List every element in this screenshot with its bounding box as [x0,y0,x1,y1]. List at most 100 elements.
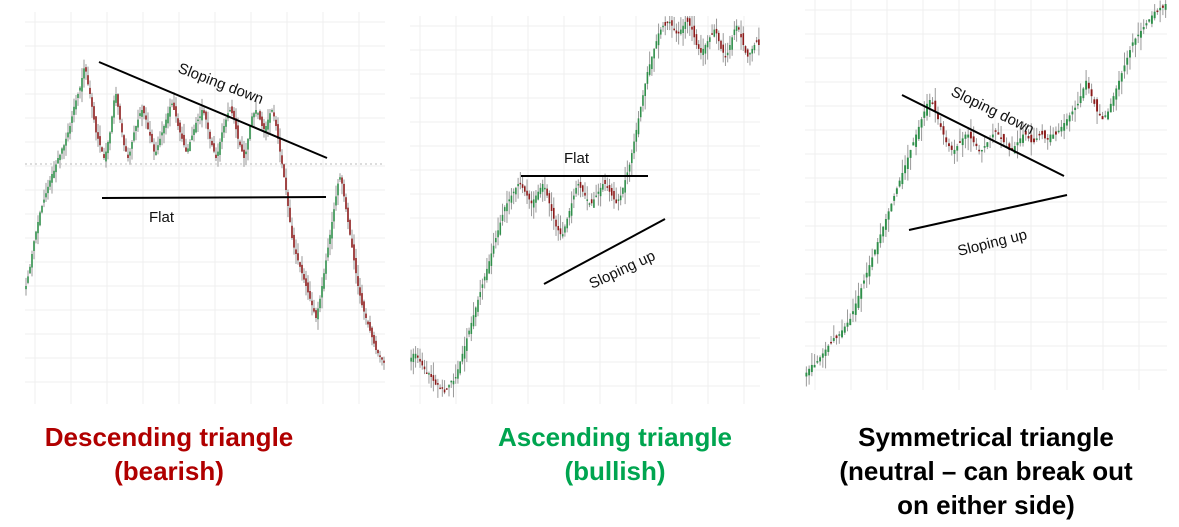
bullish-candle [821,353,824,358]
bullish-candle [187,148,189,152]
bullish-candle [472,315,475,327]
bullish-candle [1126,57,1129,65]
bearish-candle [673,28,675,31]
bearish-candle [179,122,181,133]
bearish-candle [1000,137,1003,139]
bullish-candle [873,249,876,255]
bullish-candle [904,165,907,174]
bearish-candle [530,200,533,204]
bullish-candle [461,353,464,362]
bullish-candle [726,52,729,56]
bullish-candle [253,113,255,118]
bullish-candle [702,48,704,56]
bearish-candle [1030,134,1033,143]
bullish-candle [1035,138,1038,140]
bullish-candle [457,369,459,379]
bearish-candle [151,133,153,142]
bullish-candle [619,195,622,201]
bullish-candle [249,126,251,140]
bullish-candle [223,126,225,133]
bullish-candle [201,110,203,121]
bullish-candle [269,113,271,123]
bullish-candle [335,196,337,206]
bullish-candle [915,134,918,147]
bullish-candle [47,186,49,194]
bearish-candle [939,123,942,127]
bullish-candle [163,126,165,134]
bullish-candle [1150,15,1153,24]
bullish-candle [953,149,956,154]
bullish-candle [477,299,479,312]
bullish-candle [137,119,139,128]
bullish-candle [961,138,964,146]
bullish-candle [532,199,535,208]
bearish-candle [341,177,343,184]
bullish-candle [71,116,73,123]
bullish-candle [339,177,341,180]
bearish-candle [972,136,975,143]
bearish-candle [103,154,105,158]
bullish-candle [819,357,822,362]
bullish-candle [599,187,602,197]
bearish-candle [369,322,371,331]
bearish-candle [1008,143,1011,150]
bullish-candle [1074,107,1077,111]
bearish-candle [363,301,365,312]
symmetrical-triangle-svg: Sloping down Sloping up [805,0,1167,390]
bullish-candle [983,146,986,148]
bullish-candle [1049,134,1052,143]
symmetrical-triangle-chart: Sloping down Sloping up [805,0,1167,390]
bullish-candle [59,154,61,161]
bullish-candle [624,180,626,193]
bullish-candle [838,334,841,336]
bullish-candle [1076,103,1079,106]
bullish-candle [1060,126,1063,132]
bearish-candle [675,30,678,34]
bullish-candle [684,21,687,29]
bullish-candle [622,187,624,194]
bearish-candle [557,225,560,231]
bullish-candle [1153,11,1156,19]
bullish-candle [824,349,827,356]
bearish-candle [379,355,381,357]
bullish-candle [325,260,327,274]
bullish-candle [450,380,453,383]
bullish-candle [1129,50,1131,58]
bearish-candle [203,110,205,114]
bearish-candle [744,46,747,53]
bearish-candle [85,67,87,72]
bearish-candle [958,141,961,143]
bearish-candle [445,388,448,390]
bullish-candle [229,110,231,112]
bearish-candle [1093,99,1096,104]
bullish-candle [217,151,219,157]
bullish-candle [452,380,455,385]
bearish-candle [969,131,972,139]
bullish-candle [1071,111,1074,115]
ascending-triangle-svg: Flat Sloping up [410,16,760,404]
bullish-candle [568,211,571,218]
bullish-candle [1065,119,1068,126]
bullish-candle [1145,23,1148,26]
bearish-candle [291,225,293,238]
bullish-candle [69,126,71,134]
bullish-candle [33,241,35,252]
bullish-candle [271,110,273,112]
bullish-candle [1013,146,1016,154]
bearish-candle [417,355,419,358]
bearish-candle [528,193,531,200]
bullish-candle [1142,27,1145,30]
bullish-candle [474,307,477,318]
bearish-candle [259,111,261,120]
bearish-candle [421,360,424,366]
bullish-candle [45,193,47,198]
sloping-up-trendline [908,194,1068,231]
bearish-candle [695,34,698,46]
bullish-candle [1159,7,1162,11]
bullish-candle [115,94,117,103]
bearish-candle [546,188,548,196]
bearish-candle [237,125,239,139]
caption-line-1: Symmetrical triangle [858,422,1114,452]
bearish-candle [581,185,584,192]
bullish-candle [1120,73,1123,82]
